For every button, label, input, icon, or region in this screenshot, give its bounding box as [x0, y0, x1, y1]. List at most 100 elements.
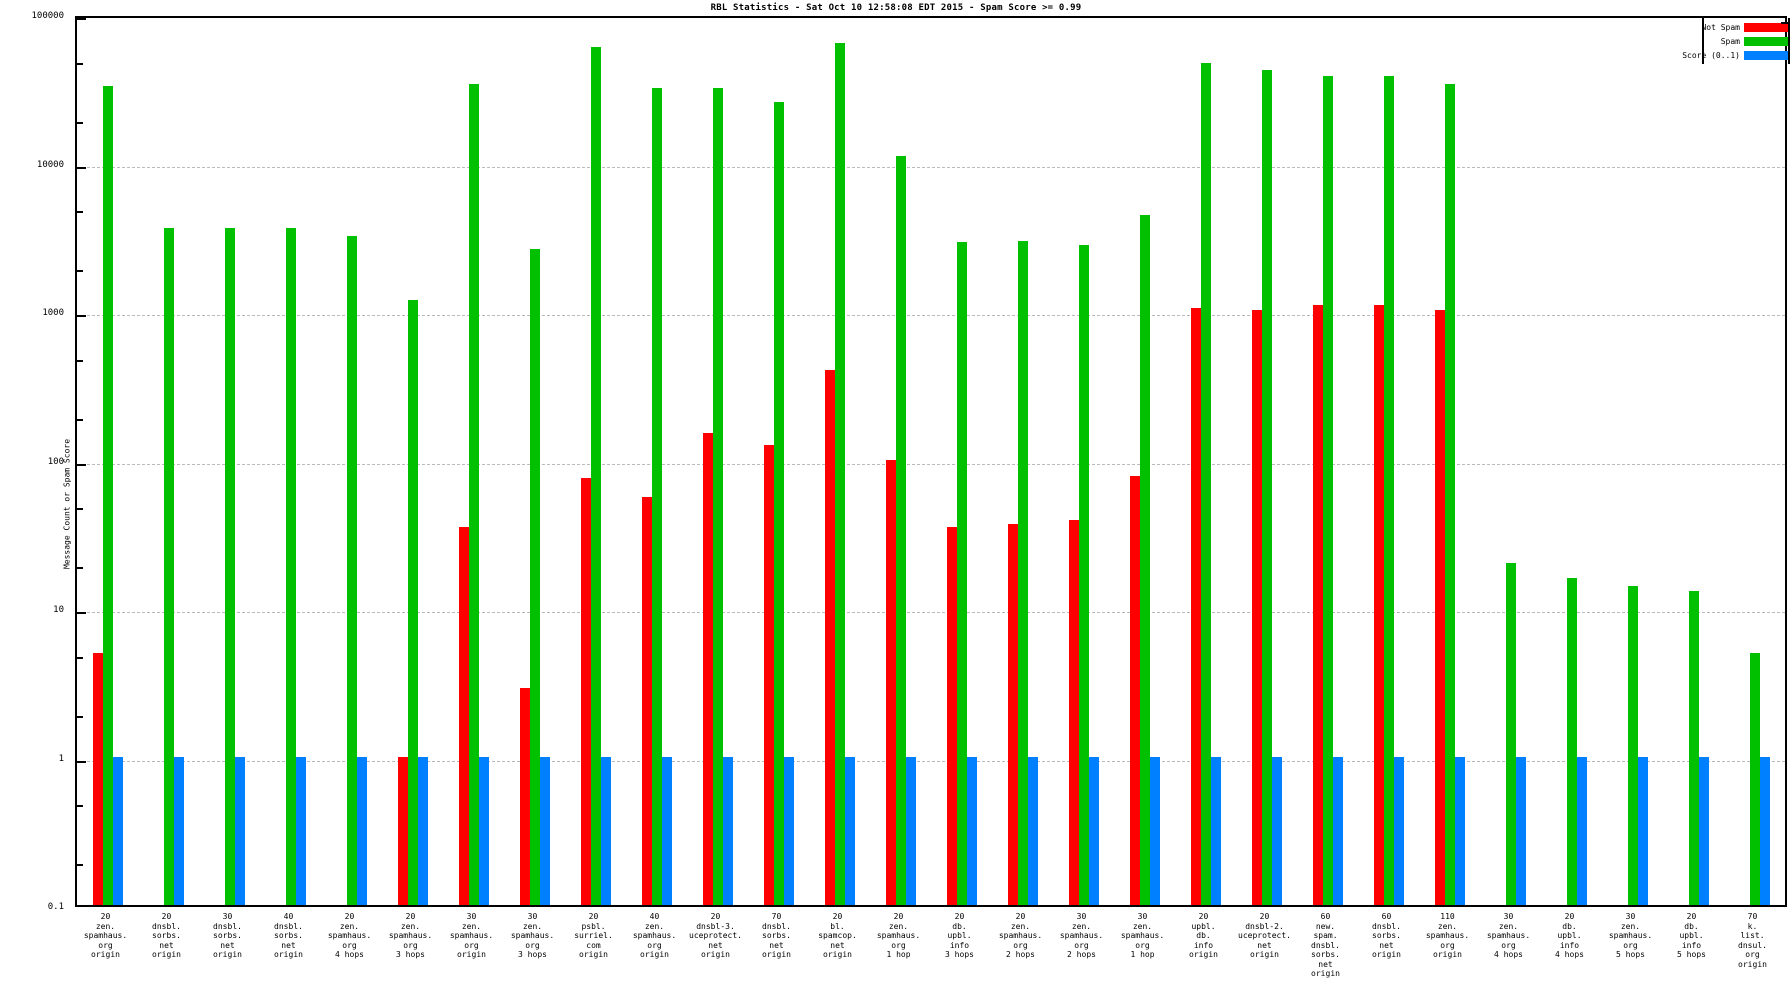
- y-tick-label: 100: [47, 456, 64, 467]
- x-tick-label: 30 zen. spamhaus. org 4 hops: [1486, 912, 1531, 959]
- x-tick-label: 30 zen. spamhaus. org 3 hops: [510, 912, 555, 959]
- x-tick-label: 20 bl. spamcop. net origin: [818, 912, 857, 959]
- legend-label-not-spam: Not Spam: [1701, 23, 1740, 32]
- bar-group: [92, 18, 123, 905]
- bar-spam: [407, 300, 418, 905]
- x-tick-label: 20 dnsbl. sorbs. net origin: [152, 912, 181, 959]
- y-tick-minor: [77, 121, 83, 124]
- chart-title: RBL Statistics - Sat Oct 10 12:58:08 EDT…: [710, 3, 1082, 13]
- bar-score: [1393, 757, 1404, 905]
- bar-score: [1759, 757, 1770, 905]
- bar-score: [600, 757, 611, 905]
- bar-spam: [224, 227, 235, 905]
- bar-not-spam: [1129, 475, 1140, 905]
- bar-score: [173, 757, 184, 905]
- y-tick-minor: [77, 270, 83, 273]
- bar-not-spam: [1190, 307, 1201, 905]
- bar-not-spam: [702, 433, 713, 905]
- y-tick-minor: [77, 359, 83, 362]
- bar-score: [234, 757, 245, 905]
- bar-group: [1679, 18, 1709, 905]
- x-tick-label: 30 zen. spamhaus. org 5 hops: [1608, 912, 1653, 959]
- bar-not-spam: [641, 496, 652, 905]
- grid-line: [77, 760, 1785, 762]
- bar-group: [1251, 18, 1282, 905]
- bar-not-spam: [885, 459, 896, 905]
- legend-label-score: Score (0..1): [1682, 51, 1740, 60]
- bar-spam: [346, 236, 357, 905]
- y-tick-label: 0.1: [47, 902, 64, 912]
- bar-score: [1210, 757, 1221, 905]
- legend-left-rule: [1702, 18, 1704, 64]
- bar-score: [1698, 757, 1709, 905]
- bar-spam: [651, 87, 662, 905]
- x-tick-label: 20 zen. spamhaus. org 1 hop: [876, 912, 921, 959]
- bar-spam: [773, 102, 784, 905]
- bar-group: [580, 18, 611, 905]
- x-tick-label: 20 zen. spamhaus. org origin: [83, 912, 128, 959]
- bar-group: [276, 18, 306, 905]
- x-tick-label: 20 db. upbl. info 4 hops: [1555, 912, 1584, 959]
- x-tick-label: 20 dnsbl-3. uceprotect. net origin: [689, 912, 742, 959]
- y-tick-label: 1: [58, 753, 64, 764]
- y-tick-major: [77, 315, 86, 317]
- x-tick-label: 20 psbl. surriel. com origin: [574, 912, 613, 959]
- legend-swatch-score: [1744, 51, 1790, 60]
- bar-score: [112, 757, 123, 905]
- chart-legend: Not Spam Spam Score (0..1): [1640, 18, 1790, 64]
- y-tick-minor: [77, 508, 83, 511]
- bar-group: [1190, 18, 1221, 905]
- bar-spam: [468, 83, 479, 905]
- bar-score: [783, 757, 794, 905]
- bar-spam: [834, 42, 845, 905]
- legend-label-spam: Spam: [1720, 37, 1740, 46]
- bar-not-spam: [1434, 310, 1445, 905]
- bar-score: [722, 757, 733, 905]
- bar-spam: [1200, 62, 1211, 905]
- bar-group: [215, 18, 245, 905]
- legend-top-tick: [1781, 22, 1790, 24]
- plot-inner: [77, 18, 1785, 905]
- grid-line: [77, 463, 1785, 465]
- bar-group: [1129, 18, 1160, 905]
- bar-score: [661, 757, 672, 905]
- y-tick-label: 10: [53, 605, 64, 615]
- bar-score: [539, 757, 550, 905]
- x-tick-label: 60 new. spam. dnsbl. sorbs. net origin: [1311, 912, 1340, 978]
- bar-score: [1637, 757, 1648, 905]
- bar-group: [1373, 18, 1404, 905]
- bar-score: [1576, 757, 1587, 905]
- bar-spam: [1566, 577, 1577, 905]
- y-tick-minor: [77, 62, 83, 65]
- bar-group: [1618, 18, 1648, 905]
- bar-spam: [1688, 591, 1699, 905]
- grid-line: [77, 315, 1785, 316]
- bar-spam: [895, 156, 906, 905]
- bar-not-spam: [946, 527, 957, 905]
- bar-score: [1027, 757, 1038, 905]
- bar-spam: [1322, 76, 1333, 905]
- bar-group: [763, 18, 794, 905]
- x-tick-label: 30 zen. spamhaus. org 1 hop: [1120, 912, 1165, 959]
- bar-not-spam: [1251, 309, 1262, 905]
- bar-score: [1149, 757, 1160, 905]
- x-tick-label: 20 db. upbl. info 5 hops: [1677, 912, 1706, 959]
- x-tick-label: 70 dnsbl. sorbs. net origin: [762, 912, 791, 959]
- y-tick-minor: [77, 567, 83, 570]
- y-tick-major: [77, 18, 86, 20]
- bar-spam: [1261, 69, 1272, 905]
- bar-not-spam: [763, 445, 774, 905]
- bar-not-spam: [824, 370, 835, 905]
- legend-right-rule: [1788, 18, 1790, 64]
- bar-group: [519, 18, 550, 905]
- bar-spam: [1383, 76, 1394, 905]
- legend-swatch-not-spam: [1744, 23, 1790, 32]
- x-tick-label: 20 zen. spamhaus. org 2 hops: [998, 912, 1043, 959]
- bar-score: [1515, 757, 1526, 905]
- y-axis-labels: 100000 10000 1000 100 10 1 0.1: [0, 0, 75, 912]
- y-tick-minor: [77, 211, 83, 214]
- bar-not-spam: [92, 652, 103, 905]
- bar-group: [337, 18, 367, 905]
- bar-group: [1557, 18, 1587, 905]
